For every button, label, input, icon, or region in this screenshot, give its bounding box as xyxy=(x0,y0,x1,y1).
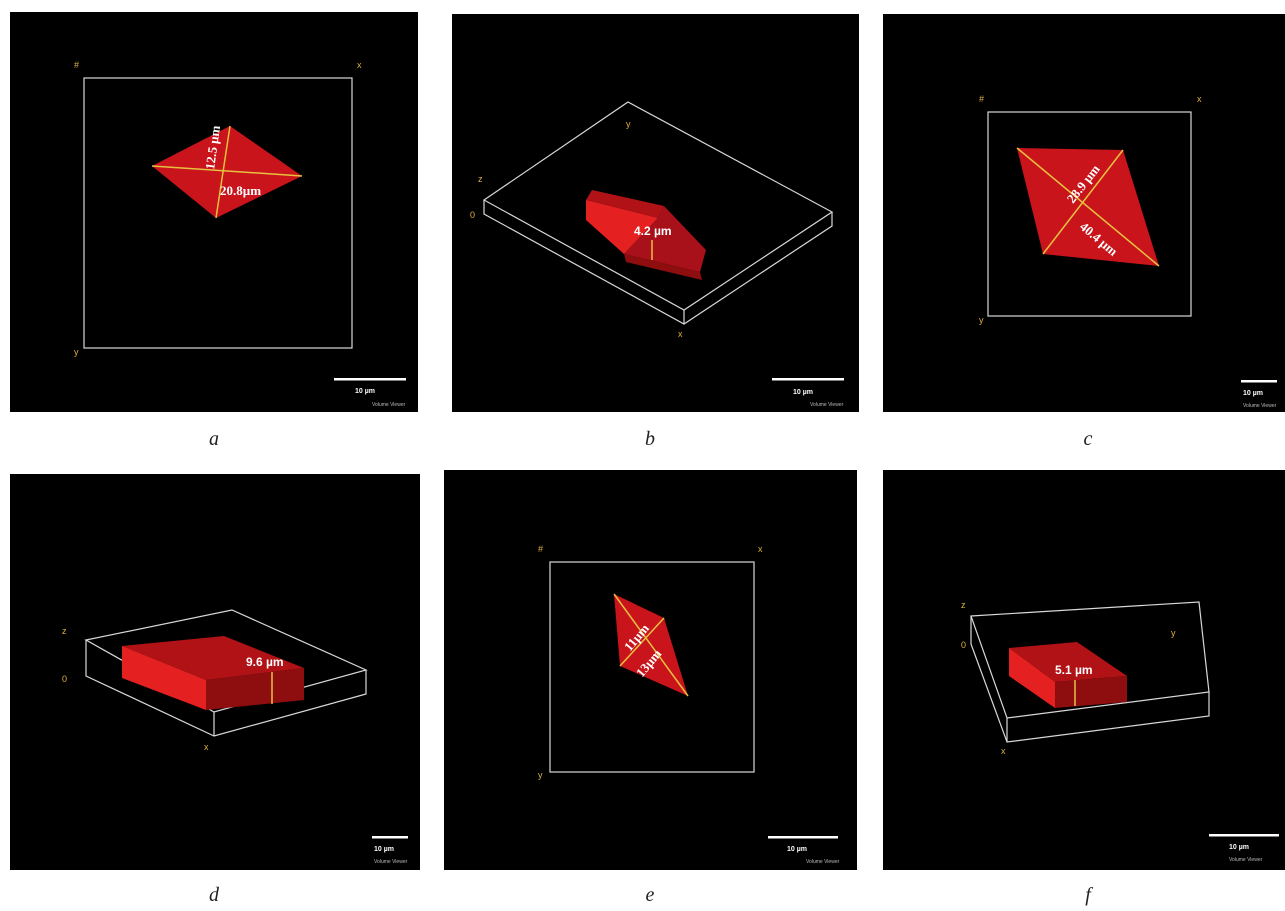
axis-x-label: x xyxy=(204,742,209,752)
scale-bar xyxy=(1209,834,1279,837)
axis-y-label: y xyxy=(979,315,984,325)
scale-bar-label: 10 µm xyxy=(1243,390,1263,397)
bounding-box xyxy=(83,77,353,349)
axis-z-label: z xyxy=(478,174,483,184)
panel-a: # x y 12.5 µm 20.8µm 10 µm Volume Viewer xyxy=(10,12,418,412)
panel-e-render: # x y 11µm 13µm 10 µm Volume Viewer xyxy=(538,544,840,865)
crystal-side xyxy=(1055,676,1127,708)
crystal xyxy=(152,126,302,218)
axis-zero-label: 0 xyxy=(961,640,966,650)
scale-bar-label: 10 µm xyxy=(374,846,394,853)
measurement-label-1: 12.5 µm xyxy=(202,124,223,170)
panel-a-render: # x y 12.5 µm 20.8µm 10 µm Volume Viewer xyxy=(74,60,406,408)
measurement-label: 4.2 µm xyxy=(634,224,672,238)
scale-bar xyxy=(1241,380,1277,383)
axis-x-label: x xyxy=(357,60,362,70)
bounding-box xyxy=(549,561,755,773)
panel-e: # x y 11µm 13µm 10 µm Volume Viewer xyxy=(444,470,857,870)
scale-bar xyxy=(772,378,844,381)
measure-line-short xyxy=(215,125,231,219)
measure-line-long xyxy=(1016,147,1160,267)
axis-zero-label: 0 xyxy=(62,674,67,684)
panel-f: z 0 y x 5.1 µm 10 µm Volume Viewer xyxy=(883,470,1285,870)
panel-b: y z 0 x 4.2 µm 10 µm Volume Viewer xyxy=(452,14,859,412)
watermark: Volume Viewer xyxy=(810,402,844,408)
crystal-front xyxy=(122,646,206,710)
crystal-top xyxy=(1009,642,1127,682)
scale-bar-label: 10 µm xyxy=(355,388,375,395)
axis-y-label: y xyxy=(538,770,543,780)
axis-origin-label: # xyxy=(538,544,543,554)
panel-f-render: z 0 y x 5.1 µm 10 µm Volume Viewer xyxy=(961,600,1279,863)
measure-line-long xyxy=(151,165,303,177)
caption-b: b xyxy=(645,428,655,450)
measurement-label: 5.1 µm xyxy=(1055,663,1093,677)
caption-a: a xyxy=(209,428,219,450)
scale-bar xyxy=(768,836,838,839)
watermark: Volume Viewer xyxy=(374,859,408,865)
watermark: Volume Viewer xyxy=(372,402,406,408)
panel-c: # x y 28.9 µm 40.4 µm 10 µm Volume Viewe… xyxy=(883,14,1285,412)
crystal-side xyxy=(206,668,304,710)
axis-z-label: z xyxy=(62,626,67,636)
measure-line-short xyxy=(619,617,665,667)
axis-origin-label: # xyxy=(74,60,79,70)
axis-x-label: x xyxy=(1197,94,1202,104)
scale-bar xyxy=(334,378,406,381)
crystal-side xyxy=(624,254,702,280)
crystal-top xyxy=(122,636,304,680)
crystal-top-edge xyxy=(586,190,664,218)
axis-origin-label: # xyxy=(979,94,984,104)
caption-c: c xyxy=(1083,428,1093,450)
scale-bar-label: 10 µm xyxy=(793,389,813,396)
scale-bar xyxy=(372,836,408,839)
watermark: Volume Viewer xyxy=(1229,857,1263,863)
watermark: Volume Viewer xyxy=(1243,403,1277,409)
crystal-front xyxy=(1009,648,1055,708)
caption-d: d xyxy=(209,884,219,906)
scale-bar-label: 10 µm xyxy=(1229,844,1249,851)
crystal-front xyxy=(586,200,658,254)
bounding-box xyxy=(987,111,1192,317)
panel-d: z 0 x 9.6 µm 10 µm Volume Viewer xyxy=(10,474,420,870)
measurement-label: 9.6 µm xyxy=(246,655,284,669)
measure-line-short xyxy=(1042,149,1124,255)
axis-x-label: x xyxy=(678,329,683,339)
axis-y-label: y xyxy=(626,119,631,129)
axis-y-label: y xyxy=(74,347,79,357)
panel-d-render: z 0 x 9.6 µm 10 µm Volume Viewer xyxy=(62,609,408,865)
axis-zero-label: 0 xyxy=(470,210,475,220)
panel-c-render: # x y 28.9 µm 40.4 µm 10 µm Volume Viewe… xyxy=(979,94,1277,409)
axis-z-label: z xyxy=(961,600,966,610)
panel-b-render: y z 0 x 4.2 µm 10 µm Volume Viewer xyxy=(470,101,844,408)
caption-e: e xyxy=(645,884,655,906)
scale-bar-label: 10 µm xyxy=(787,846,807,853)
axis-x-label: x xyxy=(1001,746,1006,756)
axis-y-label: y xyxy=(1171,628,1176,638)
measure-line-long xyxy=(613,593,689,697)
watermark: Volume Viewer xyxy=(806,859,840,865)
crystal-top xyxy=(624,206,706,272)
measurement-label-2: 20.8µm xyxy=(220,183,261,198)
caption-f: f xyxy=(1085,884,1091,906)
axis-x-label: x xyxy=(758,544,763,554)
